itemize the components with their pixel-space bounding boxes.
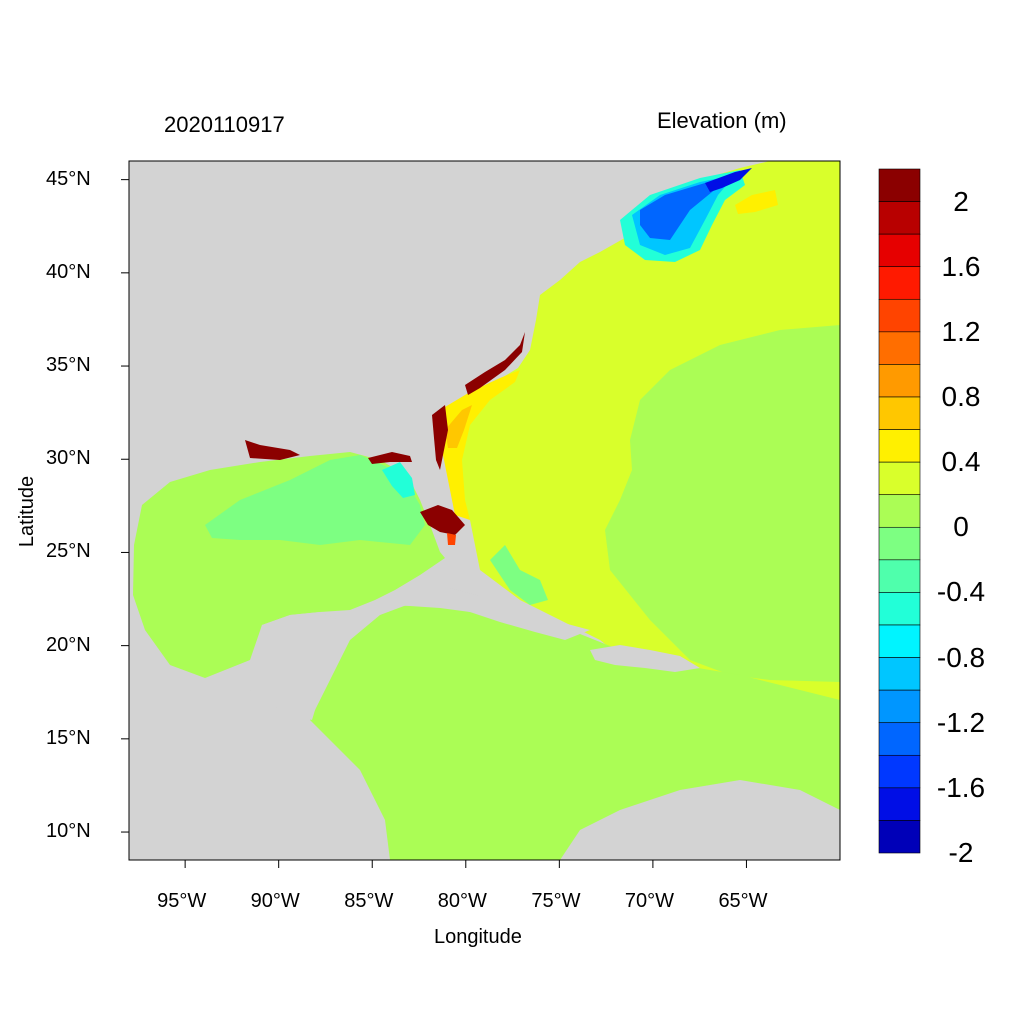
nova-scotia-positive — [735, 190, 778, 214]
colorbar-label: -0.4 — [936, 576, 986, 608]
coast-positive-orange — [445, 405, 472, 448]
map-panel — [129, 161, 840, 860]
colorbar-swatch — [878, 364, 921, 398]
yucatan-land — [240, 612, 340, 720]
gulf-negative-anomaly — [205, 455, 425, 545]
panhandle-surge-fringe — [368, 452, 412, 464]
lat-tick-label: 25°N — [46, 540, 91, 563]
colorbar-swatch — [878, 396, 921, 430]
y-axis-label: Latitude — [16, 475, 39, 548]
colorbar-swatch — [878, 429, 921, 463]
gulf-of-maine-anomaly-core — [705, 168, 752, 192]
lon-tick-label: 70°W — [624, 890, 675, 912]
colorbar-swatch — [878, 233, 921, 268]
louisiana-surge-fringe — [245, 440, 300, 460]
gulf-of-maine-anomaly-inner — [640, 176, 730, 240]
coast-positive-yellow — [440, 370, 520, 520]
colorbar-swatch — [878, 461, 921, 496]
colorbar-label: -1.2 — [936, 706, 986, 738]
colorbar-swatch — [878, 787, 921, 821]
colorbar-swatch — [878, 689, 921, 724]
carolina-surge-fringe — [465, 332, 525, 395]
colorbar-swatch — [878, 494, 921, 528]
axis-ticks — [121, 179, 747, 868]
lat-tick-label: 35°N — [46, 354, 91, 377]
colorbar-swatch — [878, 657, 921, 691]
colorbar-label: 0.4 — [941, 446, 981, 478]
colorbar-label: 0.8 — [941, 381, 981, 412]
south-america-land — [560, 780, 840, 860]
colorbar-swatch — [878, 820, 921, 854]
colorbar-swatch — [878, 592, 921, 626]
colorbar-swatch — [878, 266, 921, 300]
colorbar-swatch — [878, 201, 921, 235]
map-frame — [128, 160, 841, 861]
colorbar-label: 2 — [953, 185, 969, 217]
colorbar-swatch — [878, 331, 921, 365]
gulf-cyan-anomaly — [382, 462, 415, 498]
colorbar-swatch — [878, 526, 921, 561]
bahamas-region — [490, 545, 548, 605]
lat-tick-label: 30°N — [46, 447, 91, 470]
georgia-surge-fringe — [432, 405, 448, 470]
atlantic-green-region — [605, 325, 840, 682]
colorbar-label: 1.2 — [941, 315, 981, 347]
date-label: 2020110917 — [164, 112, 285, 137]
colorbar-label: 0 — [953, 511, 969, 543]
cuba-land — [385, 588, 590, 640]
colorbar-label: 1.6 — [941, 250, 981, 282]
colorbar-swatch — [878, 624, 921, 658]
colorbar-label: -1.6 — [936, 771, 986, 803]
florida-surge-tip — [447, 533, 456, 545]
lon-tick-label: 90°W — [250, 890, 300, 912]
colorbar-swatch — [878, 559, 921, 593]
colorbar-label: -2 — [948, 837, 974, 868]
florida-surge — [420, 505, 465, 535]
lon-tick-label: 85°W — [344, 890, 394, 912]
lon-tick-label: 80°W — [437, 890, 487, 912]
variable-label: Elevation (m) — [657, 108, 787, 133]
lat-tick-label: 45°N — [46, 167, 91, 190]
lon-tick-label: 95°W — [157, 890, 207, 912]
lon-tick-label: 75°W — [531, 890, 581, 912]
colorbar-swatch — [878, 168, 921, 202]
lat-tick-label: 20°N — [46, 633, 91, 656]
colorbar-swatch — [878, 722, 921, 756]
hispaniola-land — [590, 645, 700, 672]
lon-tick-label: 65°W — [718, 890, 768, 912]
colorbar-swatch — [878, 754, 921, 789]
colorbar — [878, 168, 921, 854]
lat-tick-label: 10°N — [46, 820, 91, 843]
lat-tick-label: 40°N — [46, 260, 91, 283]
lat-tick-label: 15°N — [46, 726, 91, 749]
colorbar-label: -0.8 — [936, 641, 986, 673]
x-axis-label: Longitude — [434, 926, 522, 948]
colorbar-swatch — [878, 298, 921, 333]
